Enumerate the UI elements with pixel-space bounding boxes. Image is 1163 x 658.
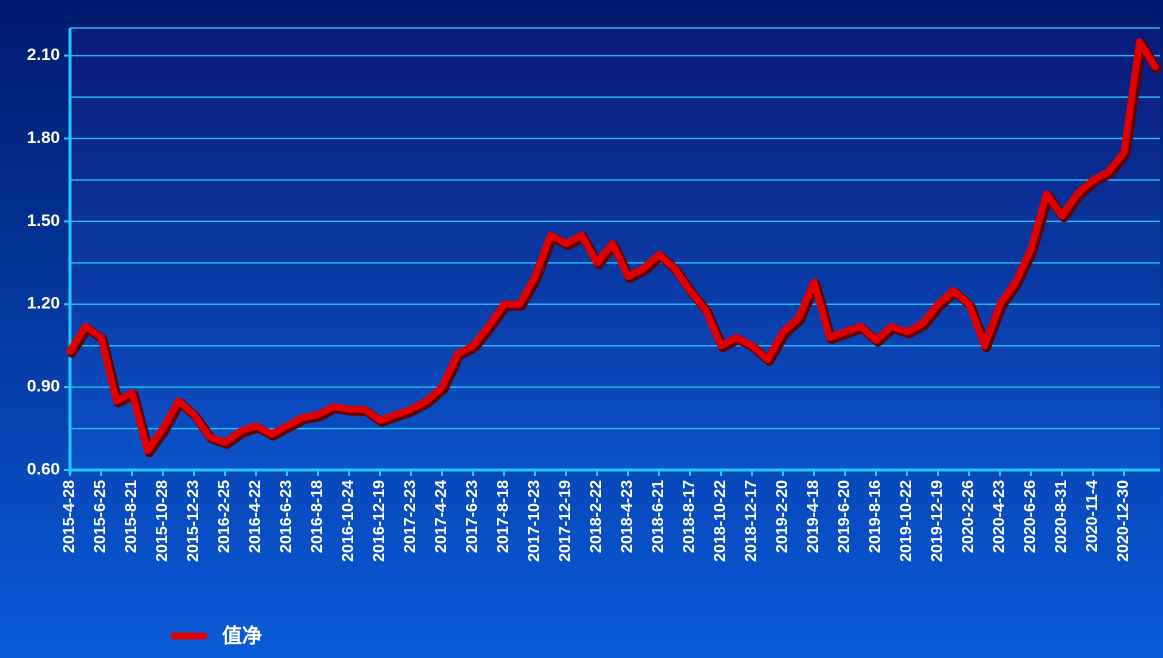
x-tick-label: 2019-2-20 [774, 480, 791, 553]
x-tick-label: 2017-6-23 [464, 480, 481, 553]
x-tick-label: 2020-2-26 [960, 480, 977, 553]
x-tick-label: 2018-12-17 [743, 480, 760, 562]
series-line [66, 38, 1159, 455]
x-tick-label: 2019-4-18 [805, 480, 822, 553]
x-tick-label: 2018-8-17 [681, 480, 698, 553]
x-tick-label: 2020-11-4 [1084, 480, 1101, 552]
x-tick-label: 2020-6-26 [1022, 480, 1039, 553]
x-tick-label: 2015-4-28 [61, 480, 78, 553]
x-tick-label: 2015-10-28 [154, 480, 171, 562]
x-tick-label: 2016-4-22 [247, 480, 264, 553]
x-tick-label: 2018-2-22 [588, 480, 605, 553]
x-tick-label: 2015-12-23 [185, 480, 202, 562]
y-tick-label: 0.90 [27, 377, 60, 396]
x-tick-label: 2019-8-16 [867, 480, 884, 553]
x-tick-label: 2017-2-23 [402, 480, 419, 553]
x-tick-label: 2017-8-18 [495, 480, 512, 553]
x-tick-label: 2018-10-22 [712, 480, 729, 562]
x-tick-label: 2018-4-23 [619, 480, 636, 553]
x-tick-label: 2018-6-21 [650, 480, 667, 553]
y-tick-label: 0.60 [27, 459, 60, 478]
legend-label: 值净 [222, 623, 262, 647]
x-tick-label: 2017-12-19 [557, 480, 574, 562]
x-tick-label: 2017-10-23 [526, 480, 543, 562]
x-tick-label: 2015-6-25 [92, 480, 109, 553]
x-tick-label: 2016-2-25 [216, 480, 233, 553]
x-tick-label: 2016-10-24 [340, 480, 357, 562]
legend: 值净 [170, 623, 262, 647]
x-tick-label: 2016-6-23 [278, 480, 295, 553]
y-tick-label: 1.20 [27, 294, 60, 313]
y-tick-label: 1.50 [27, 211, 60, 230]
x-tick-label: 2020-4-23 [991, 480, 1008, 553]
x-tick-label: 2020-8-31 [1053, 480, 1070, 553]
x-tick-label: 2016-8-18 [309, 480, 326, 553]
x-tick-label: 2017-4-24 [433, 480, 450, 553]
x-tick-label: 2015-8-21 [123, 480, 140, 553]
y-tick-label: 2.10 [27, 45, 60, 64]
x-tick-label: 2019-10-22 [898, 480, 915, 562]
x-tick-label: 2019-12-19 [929, 480, 946, 562]
x-tick-label: 2016-12-19 [371, 480, 388, 562]
x-tick-label: 2019-6-20 [836, 480, 853, 553]
x-tick-label: 2020-12-30 [1115, 480, 1132, 562]
y-tick-label: 1.80 [27, 128, 60, 147]
